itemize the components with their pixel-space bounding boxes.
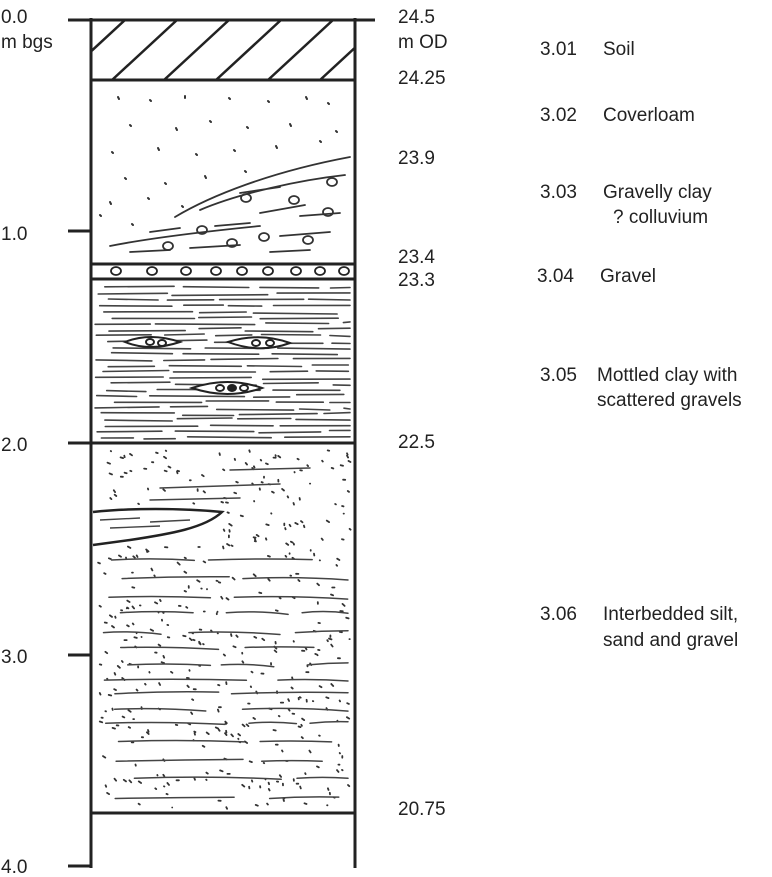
interbedded-clay-lens (92, 507, 225, 547)
depth-labels: 0.0 m bgs 1.0 2.0 3.0 4.0 (1, 7, 53, 877)
unit-description: Coverloam (603, 105, 695, 126)
elevation-labels: 24.5 m OD 24.25 23.9 23.4 23.3 22.5 20.7… (398, 7, 448, 820)
unit-code: 3.01 (540, 39, 577, 60)
gravel-band-pattern (110, 266, 350, 276)
elevation-label: 23.3 (398, 270, 435, 291)
elevation-label: 24.25 (398, 68, 446, 89)
unit-description: Soil (603, 39, 635, 60)
depth-scale (68, 18, 93, 868)
interbedded-sand-stipple (97, 449, 352, 810)
unit-code: 3.04 (537, 266, 574, 287)
unit-description: Mottled clay with (597, 365, 737, 386)
unit-description: Gravelly clay (603, 182, 712, 203)
elevation-unit-label: m OD (398, 32, 448, 53)
mottled-clay-gravel-lenses (122, 336, 293, 395)
unit-code: 3.05 (540, 365, 577, 386)
depth-label-3: 3.0 (1, 647, 27, 668)
elevation-label: 23.9 (398, 148, 435, 169)
unit-description: ? colluvium (613, 207, 708, 228)
gravelly-clay-pattern (109, 156, 351, 253)
unit-description: Gravel (600, 266, 656, 287)
elevation-top: 24.5 (398, 7, 435, 28)
unit-code: 3.02 (540, 105, 577, 126)
column-outline (91, 18, 375, 868)
elevation-label: 22.5 (398, 432, 435, 453)
coverloam-stipple (99, 95, 338, 226)
depth-unit-label: m bgs (1, 32, 53, 53)
depth-label-4: 4.0 (1, 857, 27, 877)
elevation-label: 20.75 (398, 799, 446, 820)
unit-description: Interbedded silt, (603, 604, 738, 625)
unit-code: 3.06 (540, 604, 577, 625)
soil-hatch-pattern (91, 20, 355, 80)
mottled-clay-laminae (94, 285, 351, 440)
depth-label-1: 1.0 (1, 224, 27, 245)
depth-label-2: 2.0 (1, 435, 27, 456)
unit-description: scattered gravels (597, 390, 742, 411)
interbedded-silt-laminae (102, 467, 349, 800)
elevation-label: 23.4 (398, 247, 435, 268)
unit-description: sand and gravel (603, 630, 738, 651)
unit-descriptions: 3.01 Soil 3.02 Coverloam 3.03 Gravelly c… (537, 39, 742, 651)
unit-code: 3.03 (540, 182, 577, 203)
depth-label-top: 0.0 (1, 7, 27, 28)
